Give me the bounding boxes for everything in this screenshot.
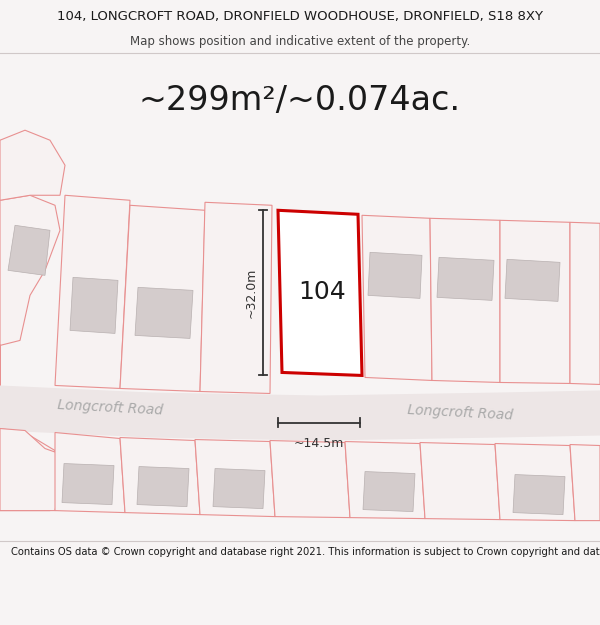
Text: ~299m²/~0.074ac.: ~299m²/~0.074ac.	[139, 84, 461, 117]
Polygon shape	[213, 469, 265, 509]
Polygon shape	[55, 432, 125, 512]
Polygon shape	[70, 278, 118, 333]
Text: Contains OS data © Crown copyright and database right 2021. This information is : Contains OS data © Crown copyright and d…	[11, 548, 600, 558]
Polygon shape	[137, 466, 189, 507]
Polygon shape	[500, 220, 570, 384]
Text: Longcroft Road: Longcroft Road	[57, 398, 163, 418]
Text: 104: 104	[298, 281, 346, 304]
Polygon shape	[570, 444, 600, 521]
Polygon shape	[195, 439, 275, 517]
Polygon shape	[0, 429, 65, 511]
Polygon shape	[270, 441, 350, 518]
Polygon shape	[55, 195, 130, 389]
Polygon shape	[0, 130, 65, 200]
Text: 104, LONGCROFT ROAD, DRONFIELD WOODHOUSE, DRONFIELD, S18 8XY: 104, LONGCROFT ROAD, DRONFIELD WOODHOUSE…	[57, 9, 543, 22]
Polygon shape	[430, 218, 500, 382]
Polygon shape	[278, 210, 362, 376]
Polygon shape	[200, 202, 272, 394]
Text: ~32.0m: ~32.0m	[245, 268, 257, 318]
Polygon shape	[570, 222, 600, 384]
Polygon shape	[0, 429, 55, 511]
Polygon shape	[0, 386, 600, 441]
Polygon shape	[437, 258, 494, 301]
Polygon shape	[420, 442, 500, 519]
Polygon shape	[62, 464, 114, 504]
Polygon shape	[120, 205, 205, 391]
Text: Map shows position and indicative extent of the property.: Map shows position and indicative extent…	[130, 34, 470, 48]
Polygon shape	[368, 253, 422, 298]
Polygon shape	[362, 215, 432, 381]
Polygon shape	[363, 471, 415, 512]
Text: Longcroft Road: Longcroft Road	[407, 402, 513, 422]
Polygon shape	[8, 225, 50, 276]
Text: ~14.5m: ~14.5m	[294, 436, 344, 449]
Polygon shape	[0, 195, 60, 386]
Polygon shape	[505, 259, 560, 301]
Polygon shape	[345, 441, 425, 519]
Polygon shape	[120, 438, 200, 514]
Polygon shape	[495, 444, 575, 521]
Polygon shape	[135, 288, 193, 338]
Polygon shape	[513, 474, 565, 514]
